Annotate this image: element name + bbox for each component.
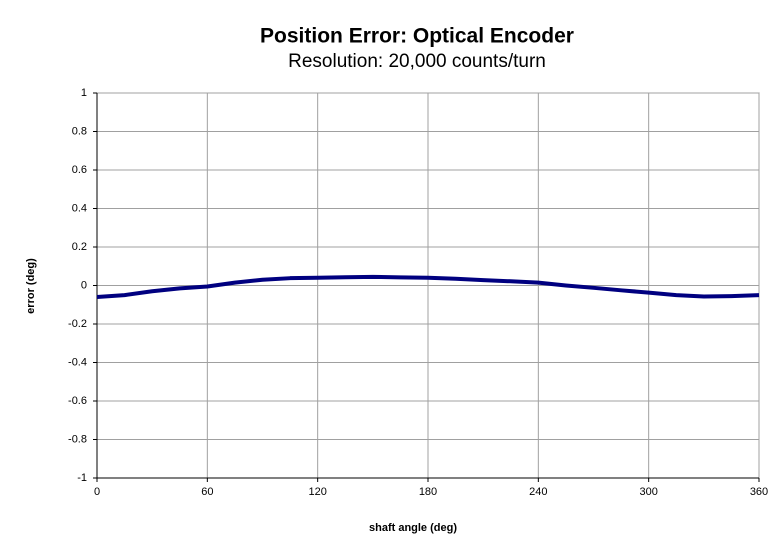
y-tick-label: 0.8 xyxy=(72,125,87,137)
x-tick-label: 60 xyxy=(201,486,213,498)
x-tick-label: 360 xyxy=(750,486,768,498)
y-tick-label: -0.8 xyxy=(68,433,87,445)
data-line xyxy=(96,274,760,300)
y-tick-label: 0.4 xyxy=(72,202,87,214)
chart-subtitle: Resolution: 20,000 counts/turn xyxy=(288,51,546,72)
y-tick-label: -0.2 xyxy=(68,318,87,330)
x-tick-label: 240 xyxy=(529,486,547,498)
y-axis-label: error (deg) xyxy=(25,258,37,314)
x-tick-label: 120 xyxy=(308,486,326,498)
y-tick-label: -0.4 xyxy=(68,356,87,368)
x-tick-label: 300 xyxy=(639,486,657,498)
x-tick-label: 0 xyxy=(94,486,100,498)
y-tick-label: 0 xyxy=(81,279,87,291)
y-tick-label: 1 xyxy=(81,87,87,99)
y-tick-label: -1 xyxy=(77,472,87,484)
x-tick-label: 180 xyxy=(419,486,437,498)
y-tick-label: -0.6 xyxy=(68,395,87,407)
y-tick-label: 0.2 xyxy=(72,241,87,253)
chart-title: Position Error: Optical Encoder xyxy=(260,25,574,48)
x-axis-label: shaft angle (deg) xyxy=(369,522,457,534)
y-tick-label: 0.6 xyxy=(72,164,87,176)
